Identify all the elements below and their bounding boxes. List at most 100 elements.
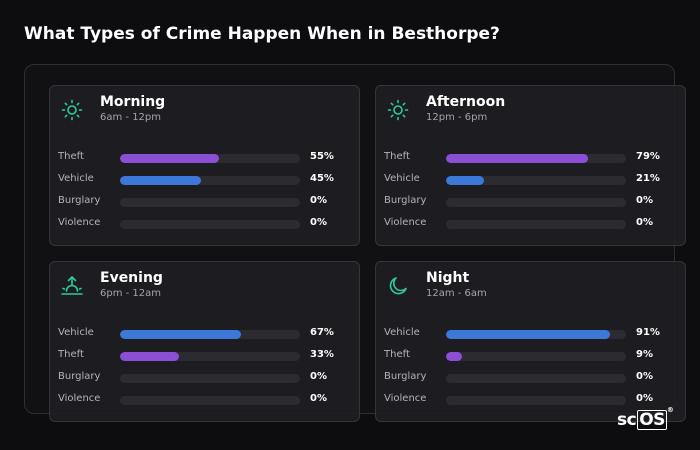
crime-percent: 0%	[636, 195, 653, 206]
progress-track	[120, 330, 300, 339]
crime-row: Vehicle 21%	[384, 170, 674, 192]
crime-percent: 55%	[310, 151, 334, 162]
crime-label: Burglary	[58, 195, 101, 206]
sun-icon	[386, 98, 410, 122]
crime-label: Theft	[58, 151, 84, 162]
progress-track	[446, 374, 626, 383]
crime-row: Violence 0%	[58, 214, 348, 236]
progress-track	[120, 176, 300, 185]
progress-track	[120, 220, 300, 229]
card-time-range: 6pm - 12am	[100, 288, 162, 299]
crime-row: Burglary 0%	[58, 192, 348, 214]
card-title: Morning	[100, 94, 166, 110]
crime-row: Burglary 0%	[384, 192, 674, 214]
crime-percent: 0%	[636, 393, 653, 404]
progress-track	[120, 198, 300, 207]
crime-row: Burglary 0%	[58, 368, 348, 390]
crime-row: Violence 0%	[58, 390, 348, 412]
card-morning: Morning 6am - 12pm Theft 55% Vehicle 45%…	[49, 85, 360, 246]
crime-label: Vehicle	[58, 327, 94, 338]
crime-percent: 9%	[636, 349, 653, 360]
progress-track	[446, 396, 626, 405]
progress-fill	[446, 330, 610, 339]
progress-track	[120, 154, 300, 163]
card-header: Morning 6am - 12pm	[60, 94, 350, 126]
progress-track	[446, 330, 626, 339]
progress-fill	[120, 352, 180, 361]
crime-rows: Vehicle 91% Theft 9% Burglary 0% Violenc…	[384, 324, 674, 412]
crime-row: Violence 0%	[384, 214, 674, 236]
crime-label: Burglary	[58, 371, 101, 382]
card-time-range: 12am - 6am	[426, 288, 487, 299]
card-time-range: 12pm - 6pm	[426, 112, 488, 123]
crime-row: Violence 0%	[384, 390, 674, 412]
progress-fill	[446, 176, 484, 185]
crime-percent: 0%	[636, 217, 653, 228]
crime-label: Vehicle	[384, 327, 420, 338]
card-night: Night 12am - 6am Vehicle 91% Theft 9% Bu…	[375, 261, 686, 422]
card-afternoon: Afternoon 12pm - 6pm Theft 79% Vehicle 2…	[375, 85, 686, 246]
crime-rows: Vehicle 67% Theft 33% Burglary 0% Violen…	[58, 324, 348, 412]
crime-percent: 0%	[310, 217, 327, 228]
progress-track	[120, 352, 300, 361]
crime-percent: 91%	[636, 327, 660, 338]
crime-label: Violence	[58, 217, 101, 228]
crime-percent: 0%	[310, 393, 327, 404]
progress-fill	[120, 330, 241, 339]
sunset-icon	[60, 274, 84, 298]
crime-row: Burglary 0%	[384, 368, 674, 390]
progress-track	[446, 154, 626, 163]
crime-label: Theft	[58, 349, 84, 360]
crime-percent: 0%	[310, 371, 327, 382]
progress-fill	[120, 176, 201, 185]
brand-logo: sc OS ®	[617, 406, 674, 430]
card-time-range: 6am - 12pm	[100, 112, 162, 123]
crime-label: Violence	[58, 393, 101, 404]
crime-percent: 33%	[310, 349, 334, 360]
progress-fill	[120, 154, 219, 163]
crime-row: Theft 55%	[58, 148, 348, 170]
crime-label: Vehicle	[58, 173, 94, 184]
logo-boxed: OS	[637, 410, 667, 430]
crime-label: Vehicle	[384, 173, 420, 184]
crime-row: Vehicle 67%	[58, 324, 348, 346]
crime-label: Violence	[384, 217, 427, 228]
crime-row: Vehicle 91%	[384, 324, 674, 346]
crime-label: Violence	[384, 393, 427, 404]
progress-track	[446, 352, 626, 361]
crime-percent: 0%	[310, 195, 327, 206]
registered-mark: ®	[666, 406, 674, 414]
crime-percent: 0%	[636, 371, 653, 382]
crime-rows: Theft 79% Vehicle 21% Burglary 0% Violen…	[384, 148, 674, 236]
crime-label: Burglary	[384, 371, 427, 382]
crime-row: Theft 33%	[58, 346, 348, 368]
progress-track	[446, 198, 626, 207]
card-title: Afternoon	[426, 94, 506, 110]
crime-row: Vehicle 45%	[58, 170, 348, 192]
page-title: What Types of Crime Happen When in Besth…	[24, 24, 500, 44]
card-title: Evening	[100, 270, 163, 286]
crime-percent: 21%	[636, 173, 660, 184]
crime-label: Theft	[384, 349, 410, 360]
crime-label: Burglary	[384, 195, 427, 206]
card-header: Afternoon 12pm - 6pm	[386, 94, 676, 126]
logo-prefix: sc	[617, 410, 637, 430]
progress-track	[120, 374, 300, 383]
card-header: Night 12am - 6am	[386, 270, 676, 302]
card-header: Evening 6pm - 12am	[60, 270, 350, 302]
crime-percent: 45%	[310, 173, 334, 184]
crime-row: Theft 9%	[384, 346, 674, 368]
progress-track	[446, 176, 626, 185]
crime-rows: Theft 55% Vehicle 45% Burglary 0% Violen…	[58, 148, 348, 236]
crime-label: Theft	[384, 151, 410, 162]
progress-fill	[446, 154, 589, 163]
crime-percent: 67%	[310, 327, 334, 338]
sun-icon	[60, 98, 84, 122]
card-title: Night	[426, 270, 470, 286]
card-evening: Evening 6pm - 12am Vehicle 67% Theft 33%…	[49, 261, 360, 422]
crime-row: Theft 79%	[384, 148, 674, 170]
progress-track	[446, 220, 626, 229]
progress-track	[120, 396, 300, 405]
crime-percent: 79%	[636, 151, 660, 162]
moon-icon	[386, 274, 410, 298]
